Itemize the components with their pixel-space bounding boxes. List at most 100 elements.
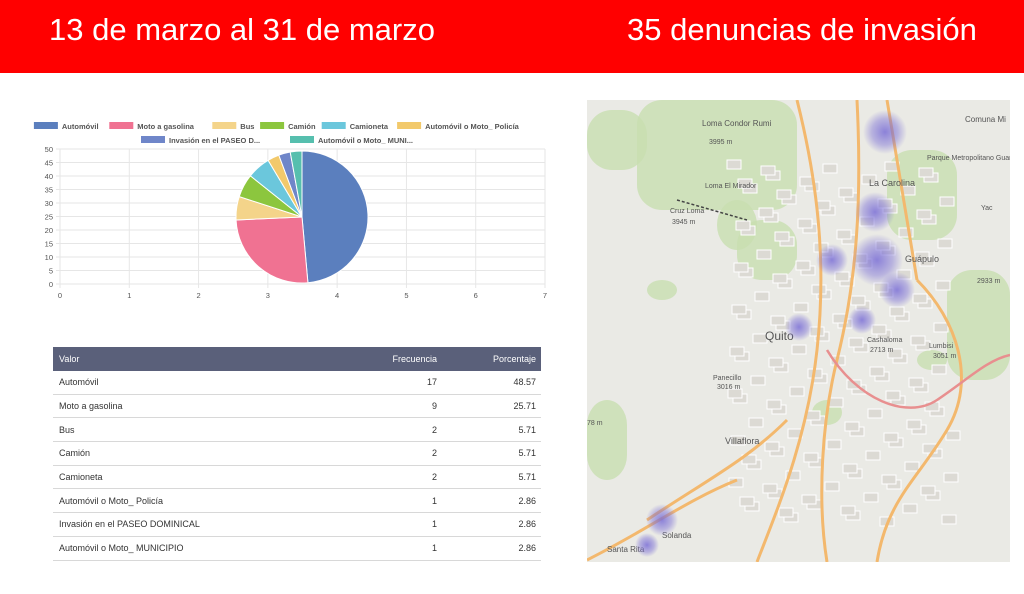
map-label: Loma El Mirador	[705, 183, 757, 190]
city-block	[836, 229, 852, 240]
legend-label: Automóvil	[62, 122, 99, 131]
header-banner: 13 de marzo al 31 de marzo 35 denuncias …	[0, 0, 1024, 73]
map-label: 2713 m	[870, 347, 894, 354]
legend-swatch	[212, 122, 237, 129]
map-label: 3945 m	[672, 219, 696, 226]
city-block	[933, 322, 949, 333]
city-block	[762, 483, 778, 494]
city-block	[785, 470, 801, 481]
city-block	[939, 196, 955, 207]
city-block	[822, 163, 838, 174]
header-frecuencia: Frecuencia	[392, 354, 437, 364]
cell-valor: Moto a gasolina	[59, 401, 123, 412]
cell-porcentaje: 5.71	[518, 448, 536, 459]
cell-frecuencia: 2	[431, 472, 437, 483]
city-block	[848, 337, 864, 348]
y-tick-label: 10	[45, 253, 53, 262]
city-block	[729, 346, 745, 357]
heat-spot	[879, 272, 915, 308]
park-area	[637, 100, 797, 210]
map-label: Cashaloma	[867, 337, 903, 344]
city-block	[869, 366, 885, 377]
city-block	[943, 472, 959, 483]
city-block	[935, 280, 951, 291]
map-label: Solanda	[662, 531, 692, 540]
city-block	[791, 344, 807, 355]
map-label: Guápulo	[905, 254, 939, 264]
cell-porcentaje: 2.86	[518, 519, 536, 530]
heat-spot	[646, 504, 678, 536]
map-label: Loma Condor Rumi	[702, 119, 772, 128]
city-block	[778, 507, 794, 518]
heat-spot	[635, 533, 659, 557]
table-row: Automóvil o Moto_ Policía 1 2.86	[53, 489, 541, 514]
city-block	[850, 295, 866, 306]
city-block	[737, 178, 753, 189]
x-tick-label: 4	[335, 291, 339, 300]
map-label: Cruz Loma	[670, 208, 704, 215]
cell-frecuencia: 2	[431, 424, 437, 435]
city-block	[906, 419, 922, 430]
cell-frecuencia: 1	[431, 495, 437, 506]
heat-spot	[851, 234, 903, 286]
legend-label: Moto a gasolina	[137, 122, 195, 131]
city-block	[863, 492, 879, 503]
cell-valor: Camioneta	[59, 472, 103, 483]
legend-swatch	[260, 122, 285, 129]
cell-frecuencia: 1	[431, 519, 437, 530]
city-block	[902, 503, 918, 514]
table-row: Automóvil o Moto_ MUNICIPIO 1 2.86	[53, 537, 541, 561]
city-block	[760, 165, 776, 176]
complaint-count-title: 35 denuncias de invasión	[627, 12, 977, 47]
city-block	[793, 302, 809, 313]
map-label: 2933 m	[977, 278, 1001, 285]
map-label: Lumbisi	[929, 343, 954, 350]
cell-valor: Automóvil	[59, 377, 99, 388]
legend-label: Automóvil o Moto_ MUNI...	[318, 136, 413, 145]
header-valor: Valor	[59, 354, 80, 364]
y-tick-label: 35	[45, 186, 53, 195]
y-tick-label: 15	[45, 240, 53, 249]
city-block	[865, 450, 881, 461]
cell-porcentaje: 5.71	[518, 472, 536, 483]
city-block	[861, 174, 877, 185]
city-block	[945, 430, 961, 441]
city-block	[768, 357, 784, 368]
city-block	[752, 333, 768, 344]
road	[875, 278, 963, 562]
city-block	[776, 189, 792, 200]
heat-spot	[863, 110, 907, 154]
legend-swatch	[141, 136, 165, 143]
city-block	[811, 284, 827, 295]
map-canvas[interactable]: Loma Condor Rumi 3995 m Loma El Mirador Cru…	[587, 100, 1010, 562]
city-block	[824, 481, 840, 492]
map-label: Panecillo	[713, 375, 742, 382]
city-block	[770, 315, 786, 326]
heat-spot	[848, 306, 876, 334]
table-header: Valor Frecuencia Porcentaje	[53, 347, 541, 371]
legend-swatch	[397, 122, 422, 129]
x-tick-label: 6	[474, 291, 478, 300]
x-tick-label: 7	[543, 291, 547, 300]
highway	[825, 349, 1010, 409]
city-block	[772, 273, 788, 284]
city-block	[914, 251, 930, 262]
cell-valor: Automóvil o Moto_ MUNICIPIO	[59, 543, 184, 554]
pie-slice	[235, 216, 309, 284]
city-block	[838, 187, 854, 198]
cell-porcentaje: 48.57	[513, 377, 536, 388]
city-block	[797, 218, 813, 229]
heatmap-map[interactable]: Loma Condor Rumi 3995 m Loma El Mirador Cru…	[587, 100, 1010, 562]
city-block	[789, 386, 805, 397]
city-block	[764, 441, 780, 452]
park-area	[647, 280, 677, 300]
city-block	[748, 417, 764, 428]
city-block	[828, 397, 844, 408]
city-block	[885, 390, 901, 401]
park-area	[587, 110, 647, 170]
city-block	[898, 227, 914, 238]
city-block	[733, 262, 749, 273]
city-block	[887, 348, 903, 359]
city-block	[937, 238, 953, 249]
city-block	[931, 364, 947, 375]
